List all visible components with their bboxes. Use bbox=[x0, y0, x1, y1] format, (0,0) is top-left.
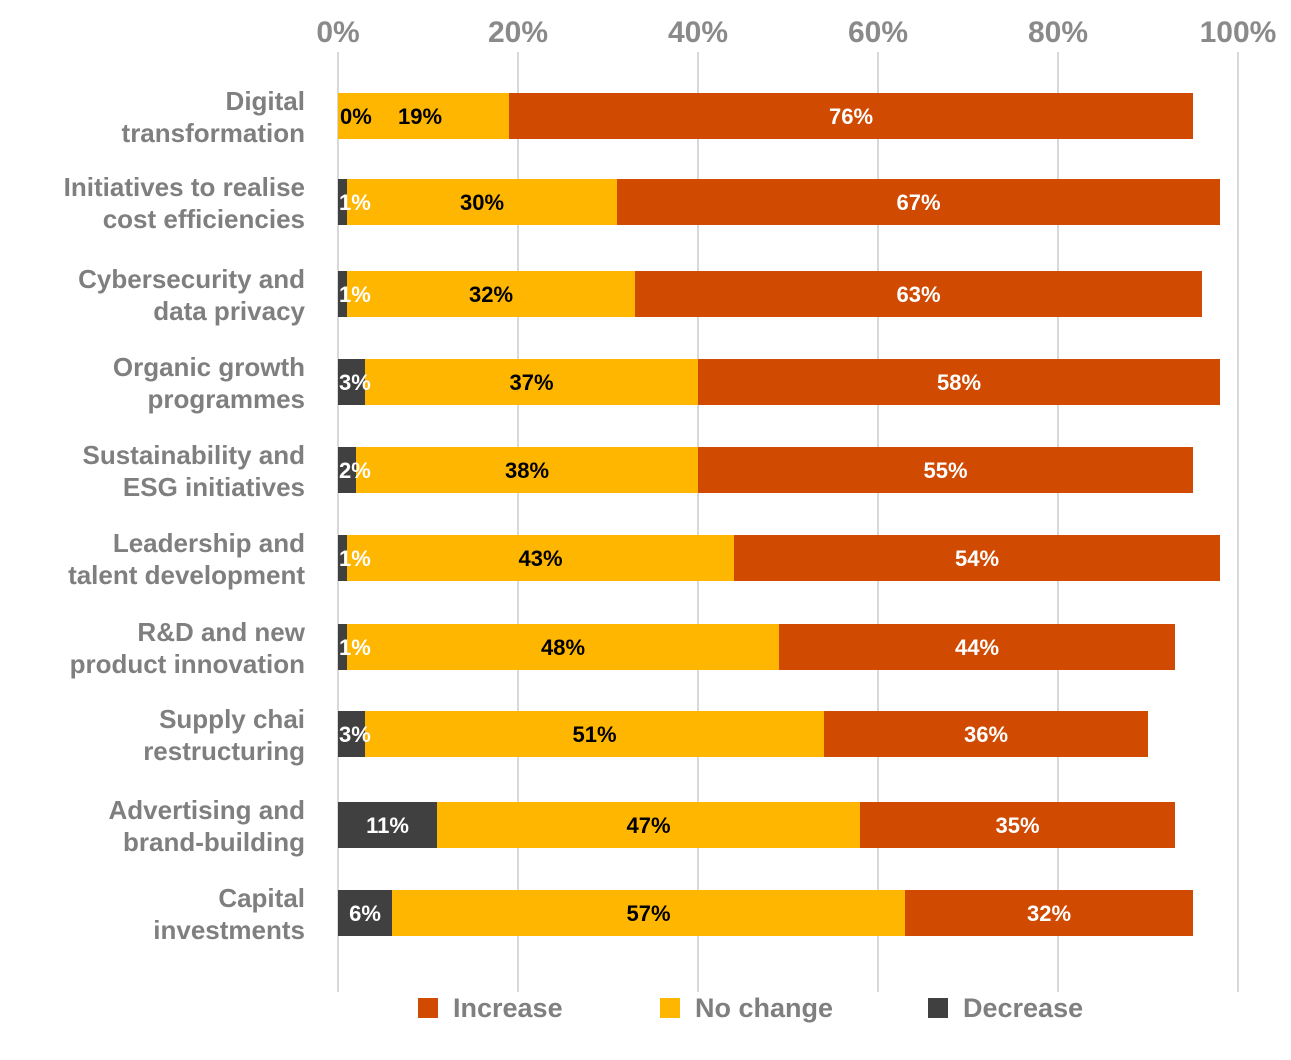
legend-swatch-increase bbox=[418, 998, 438, 1018]
legend-swatch-decrease bbox=[928, 998, 948, 1018]
value-label-increase: 32% bbox=[1027, 901, 1071, 926]
category-label: Advertising and brand-building bbox=[109, 795, 305, 857]
category-label: Digital transformation bbox=[122, 86, 305, 148]
bar-no-change bbox=[338, 93, 509, 139]
bar-increase bbox=[509, 93, 1193, 139]
value-label-no-change: 37% bbox=[509, 370, 553, 395]
bar-no-change bbox=[392, 890, 905, 936]
value-label-decrease: 6% bbox=[349, 901, 381, 926]
bar-decrease bbox=[338, 359, 365, 405]
value-label-decrease: 1% bbox=[339, 190, 371, 215]
x-axis-ticks: 0% 20% 40% 60% 80% 100% bbox=[316, 16, 1276, 49]
value-label-increase: 35% bbox=[995, 813, 1039, 838]
value-label-decrease: 3% bbox=[339, 722, 371, 747]
bar-decrease bbox=[338, 711, 365, 757]
category-label: Capital investments bbox=[153, 883, 305, 945]
value-labels: 0% 19% 76% 1% 30% 67% 1% 32% 63% 3% 37% 58% 2% 38% 55%… bbox=[339, 104, 1071, 926]
bar-no-change bbox=[365, 711, 824, 757]
value-label-no-change: 30% bbox=[460, 190, 504, 215]
category-labels: Digital transformation Initiatives to real… bbox=[64, 86, 306, 945]
legend-swatch-no-change bbox=[660, 998, 680, 1018]
value-label-decrease: 1% bbox=[339, 546, 371, 571]
value-label-increase: 67% bbox=[896, 190, 940, 215]
category-label: Cybersecurity and data privacy bbox=[78, 264, 305, 326]
value-label-no-change: 43% bbox=[518, 546, 562, 571]
legend: Increase No change Decrease bbox=[418, 993, 1083, 1023]
x-tick-label-20: 20% bbox=[488, 16, 548, 49]
category-label: Initiatives to realise cost efficiencies bbox=[64, 172, 305, 234]
bar-increase bbox=[779, 624, 1175, 670]
bar-increase bbox=[698, 447, 1193, 493]
value-label-increase: 58% bbox=[937, 370, 981, 395]
category-label: Sustainability and ESG initiatives bbox=[83, 440, 306, 502]
bar-decrease bbox=[338, 802, 437, 848]
value-label-decrease: 3% bbox=[339, 370, 371, 395]
x-tick-label-60: 60% bbox=[848, 16, 908, 49]
value-label-decrease: 0% bbox=[340, 104, 372, 129]
bar-decrease bbox=[338, 890, 392, 936]
legend-label-increase: Increase bbox=[453, 993, 563, 1023]
value-label-increase: 63% bbox=[896, 282, 940, 307]
value-label-no-change: 48% bbox=[541, 635, 585, 660]
value-label-decrease: 2% bbox=[339, 458, 371, 483]
category-label: Leadership and talent development bbox=[68, 528, 305, 590]
value-label-increase: 44% bbox=[955, 635, 999, 660]
bar-decrease bbox=[338, 624, 347, 670]
value-label-no-change: 38% bbox=[505, 458, 549, 483]
x-tick-label-100: 100% bbox=[1200, 16, 1277, 49]
value-label-decrease: 11% bbox=[366, 813, 409, 838]
category-label: Organic growth programmes bbox=[113, 352, 305, 414]
x-tick-label-40: 40% bbox=[668, 16, 728, 49]
bar-increase bbox=[617, 179, 1220, 225]
value-label-increase: 54% bbox=[955, 546, 999, 571]
bar-decrease bbox=[338, 271, 347, 317]
bar-increase bbox=[734, 535, 1220, 581]
bar-no-change bbox=[347, 624, 779, 670]
value-label-no-change: 57% bbox=[626, 901, 670, 926]
bar-no-change bbox=[437, 802, 860, 848]
bar-decrease bbox=[338, 447, 356, 493]
bar-increase bbox=[860, 802, 1175, 848]
category-label: Supply chai restructuring bbox=[143, 704, 305, 766]
bar-increase bbox=[698, 359, 1220, 405]
bar-no-change bbox=[347, 535, 734, 581]
bar-decrease bbox=[338, 535, 347, 581]
value-label-no-change: 47% bbox=[626, 813, 670, 838]
bar-decrease bbox=[338, 179, 347, 225]
x-tick-label-0: 0% bbox=[316, 16, 359, 49]
bars bbox=[338, 93, 1220, 936]
bar-no-change bbox=[347, 271, 635, 317]
bar-increase bbox=[824, 711, 1148, 757]
value-label-no-change: 32% bbox=[469, 282, 513, 307]
value-label-decrease: 1% bbox=[339, 282, 371, 307]
bar-no-change bbox=[365, 359, 698, 405]
bar-increase bbox=[635, 271, 1202, 317]
legend-label-no-change: No change bbox=[695, 993, 833, 1023]
legend-label-decrease: Decrease bbox=[963, 993, 1083, 1023]
bar-no-change bbox=[347, 179, 617, 225]
value-label-increase: 36% bbox=[964, 722, 1008, 747]
category-label: R&D and new product innovation bbox=[70, 617, 306, 679]
value-label-decrease: 1% bbox=[339, 635, 371, 660]
value-label-increase: 55% bbox=[923, 458, 967, 483]
bar-increase bbox=[905, 890, 1193, 936]
bar-no-change bbox=[356, 447, 698, 493]
value-label-no-change: 19% bbox=[398, 104, 442, 129]
value-label-no-change: 51% bbox=[572, 722, 616, 747]
x-tick-label-80: 80% bbox=[1028, 16, 1088, 49]
value-label-increase: 76% bbox=[829, 104, 873, 129]
